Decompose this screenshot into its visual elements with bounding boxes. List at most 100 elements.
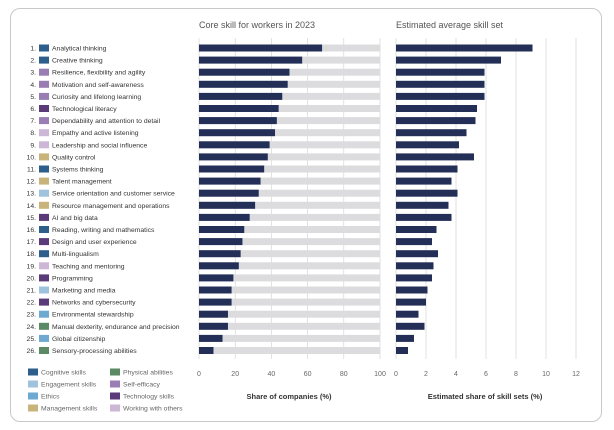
left-bar-track xyxy=(199,334,380,342)
left-bar-track xyxy=(199,177,380,185)
left-x-tick-label: 0 xyxy=(197,371,201,378)
left-plot: 0 20 40 60 80 100 xyxy=(197,38,386,378)
right-chart-title: Estimated average skill set xyxy=(396,20,504,30)
category-swatch xyxy=(39,347,49,354)
right-x-tick-label: 12 xyxy=(572,371,580,378)
category-swatch xyxy=(39,286,49,294)
right-x-tick-label: 6 xyxy=(484,371,488,378)
skill-label: AI and big data xyxy=(52,215,98,222)
category-swatch xyxy=(39,177,49,185)
right-x-tick-label: 10 xyxy=(542,371,550,378)
legend-swatch xyxy=(28,392,38,400)
left-x-tick-label: 60 xyxy=(304,371,312,378)
left-bar-track xyxy=(199,213,380,221)
left-x-tick-label: 100 xyxy=(374,371,386,378)
left-bar xyxy=(199,165,265,173)
right-bar xyxy=(396,226,437,233)
left-bar xyxy=(199,347,214,354)
category-swatch xyxy=(39,250,49,258)
left-bar-track xyxy=(199,226,380,233)
right-x-tick-label: 4 xyxy=(454,371,458,378)
right-plot: 0 2 4 6 8 10 12 xyxy=(394,38,580,378)
right-bar xyxy=(396,322,425,330)
legend-label: Physical abilities xyxy=(123,370,173,377)
rank-label: 25. xyxy=(27,336,37,343)
category-swatch xyxy=(39,274,49,282)
skill-label: Creative thinking xyxy=(52,58,103,65)
category-swatch xyxy=(39,56,49,64)
skill-label: Curiosity and lifelong learning xyxy=(52,94,141,101)
skill-label: Networks and cybersecurity xyxy=(52,300,136,307)
right-bar xyxy=(396,189,458,197)
legend: Cognitive skills Engagement skills Ethics M… xyxy=(28,368,183,413)
category-swatch xyxy=(39,322,49,330)
rank-label: 3. xyxy=(30,70,36,77)
legend-swatch xyxy=(28,404,38,412)
left-x-axis-label: Share of companies (%) xyxy=(246,392,332,401)
left-bar xyxy=(199,262,239,270)
skill-label: Resilience, flexibility and agility xyxy=(52,70,146,77)
right-bar xyxy=(396,44,533,52)
legend-label: Engagement skills xyxy=(41,382,97,389)
right-bar xyxy=(396,274,432,282)
legend-swatch xyxy=(110,404,120,412)
category-swatch xyxy=(39,238,49,246)
legend-swatch xyxy=(110,392,120,400)
category-swatch xyxy=(39,262,49,270)
left-bar xyxy=(199,213,250,221)
rank-label: 19. xyxy=(27,263,37,270)
category-swatch xyxy=(39,310,49,318)
skill-label: Programming xyxy=(52,275,93,282)
rank-label: 26. xyxy=(27,348,37,355)
skill-label: Environmental stewardship xyxy=(52,312,134,319)
right-x-tick-label: 0 xyxy=(394,371,398,378)
skill-label: Talent management xyxy=(52,179,112,186)
skill-label: Design and user experience xyxy=(52,239,137,246)
legend-swatch xyxy=(28,380,38,388)
left-bar-track xyxy=(199,238,380,246)
left-bar-track xyxy=(199,298,380,306)
rank-label: 15. xyxy=(27,215,37,222)
legend-label: Working with others xyxy=(123,406,183,413)
category-swatch xyxy=(39,334,49,342)
rank-label: 4. xyxy=(30,82,36,89)
category-swatch xyxy=(39,298,49,306)
left-bar-track xyxy=(199,165,380,173)
left-bar-track xyxy=(199,92,380,100)
left-bar xyxy=(199,201,256,209)
rank-label: 2. xyxy=(30,58,36,65)
left-bar-track xyxy=(199,262,380,270)
left-bar xyxy=(199,153,268,161)
left-chart-title: Core skill for workers in 2023 xyxy=(199,20,315,30)
rank-label: 21. xyxy=(27,288,37,295)
legend-label: Cognitive skills xyxy=(41,370,87,377)
right-bar xyxy=(396,141,459,149)
left-bar xyxy=(199,141,270,149)
left-bar xyxy=(199,322,228,330)
left-bar-track xyxy=(199,250,380,258)
left-bar-track xyxy=(199,310,380,318)
right-bar xyxy=(396,177,452,185)
left-bar-track xyxy=(199,286,380,294)
left-bar xyxy=(199,105,279,112)
category-swatch xyxy=(39,129,49,137)
category-swatch xyxy=(39,226,49,233)
rank-label: 7. xyxy=(30,118,36,125)
right-bar xyxy=(396,347,408,354)
category-swatch xyxy=(39,189,49,197)
skill-label: Technological literacy xyxy=(52,106,117,113)
left-bar xyxy=(199,286,232,294)
left-bar-track xyxy=(199,141,380,149)
rank-label: 13. xyxy=(27,191,37,198)
left-bar-track xyxy=(199,80,380,88)
category-swatch xyxy=(39,68,49,76)
left-bar xyxy=(199,177,261,185)
right-bar xyxy=(396,334,414,342)
skill-label: Teaching and mentoring xyxy=(52,263,125,270)
category-swatch xyxy=(39,153,49,161)
category-swatch xyxy=(39,80,49,88)
rank-label: 23. xyxy=(27,312,37,319)
legend-label: Self-efficacy xyxy=(123,382,160,389)
left-bar xyxy=(199,334,223,342)
left-bar xyxy=(199,117,277,125)
